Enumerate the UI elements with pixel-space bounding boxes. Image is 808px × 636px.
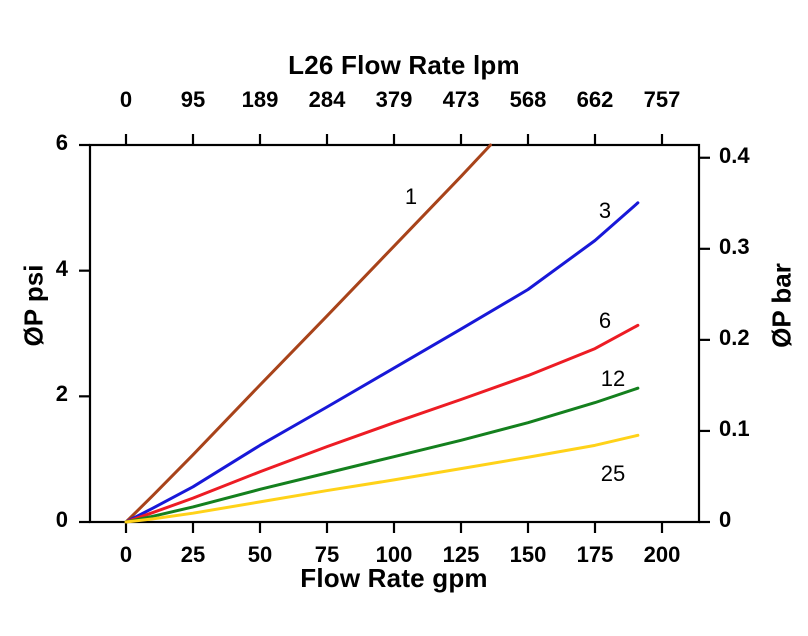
tick-label-right-1: 0.1 <box>719 415 750 441</box>
tick-label-top-6: 568 <box>509 87 547 112</box>
curve-25 <box>124 433 640 524</box>
top-axis-title: L26 Flow Rate lpm <box>288 50 520 80</box>
tick-label-top-8: 757 <box>643 87 681 112</box>
tick-label-bottom-7: 175 <box>576 542 614 567</box>
tick-label-bottom-1: 25 <box>180 542 206 567</box>
tick-label-top-3: 284 <box>308 87 346 112</box>
tick-label-top-0: 0 <box>119 87 133 112</box>
tick-label-top-5: 473 <box>442 87 480 112</box>
tick-label-left-2: 4 <box>55 255 68 281</box>
series-label-12: 12 <box>600 366 626 391</box>
series-label-25: 25 <box>600 461 626 486</box>
axis-ticks <box>79 134 710 533</box>
series-label-3: 3 <box>598 198 612 223</box>
tick-label-right-4: 0.4 <box>719 142 750 168</box>
curve-1 <box>124 143 492 524</box>
bottom-axis-title: Flow Rate gpm <box>300 563 488 593</box>
tick-label-bottom-3: 75 <box>314 542 340 567</box>
tick-label-top-1: 95 <box>180 87 206 112</box>
tick-label-right-2: 0.2 <box>719 324 750 350</box>
tick-label-bottom-2: 50 <box>247 542 273 567</box>
curve-6 <box>124 323 640 524</box>
tick-label-right-3: 0.3 <box>719 233 750 259</box>
tick-label-bottom-5: 125 <box>442 542 480 567</box>
tick-label-left-3: 6 <box>55 130 68 155</box>
tick-label-right-0: 0 <box>719 507 732 532</box>
series-label-6: 6 <box>598 308 612 333</box>
series-label-1: 1 <box>404 184 418 209</box>
tick-label-bottom-8: 200 <box>643 542 681 567</box>
tick-label-top-4: 379 <box>375 87 413 112</box>
tick-label-left-0: 0 <box>55 507 68 532</box>
data-curves <box>124 143 640 524</box>
curve-3 <box>124 201 640 524</box>
curve-12 <box>124 386 640 524</box>
tick-label-bottom-6: 150 <box>509 542 547 567</box>
tick-label-top-2: 189 <box>241 87 279 112</box>
tick-label-bottom-4: 100 <box>375 542 413 567</box>
tick-label-top-7: 662 <box>576 87 614 112</box>
tick-label-bottom-0: 0 <box>119 542 133 567</box>
tick-label-left-1: 2 <box>55 381 68 407</box>
